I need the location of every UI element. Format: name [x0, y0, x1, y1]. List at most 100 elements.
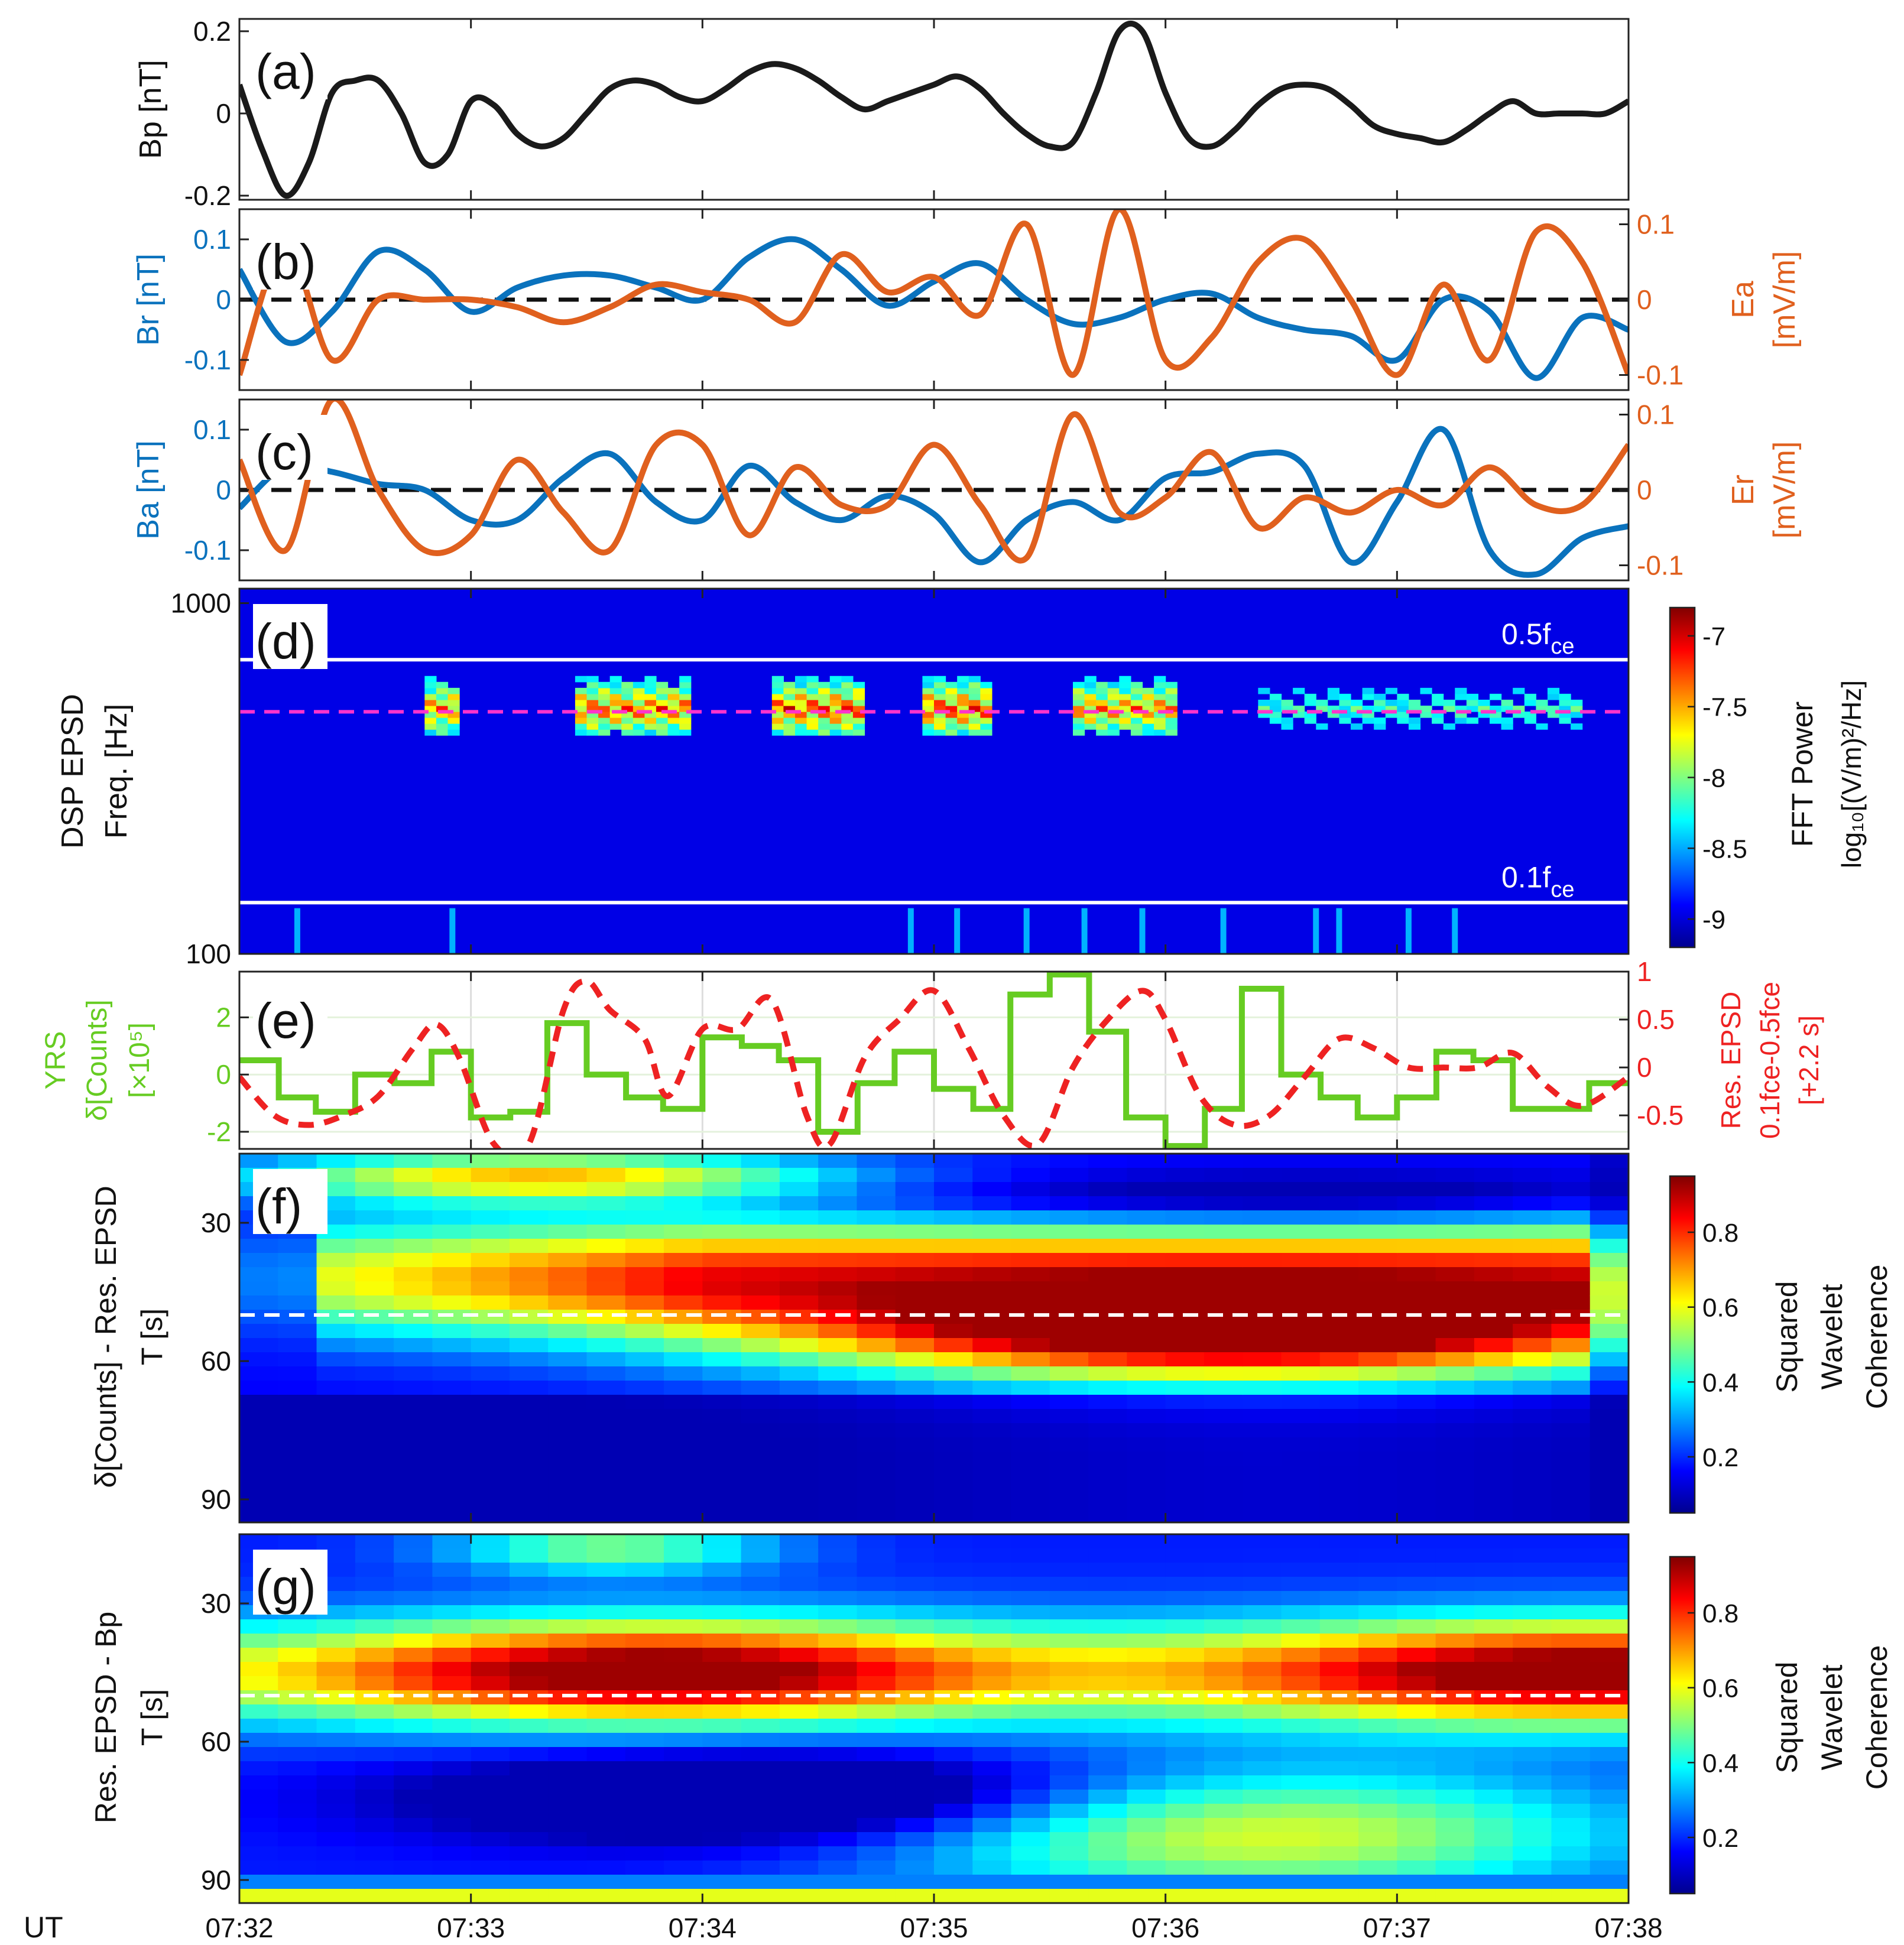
panel-g-colorbar-bar: [1669, 1556, 1696, 1895]
panel-g-cell: [1127, 1804, 1166, 1819]
panel-g-cell: [586, 1648, 626, 1662]
panel-g-cell: [1319, 1563, 1359, 1577]
panel-f-cell: [934, 1352, 974, 1367]
panel-f-cell: [432, 1281, 472, 1296]
panel-g-cell: [857, 1889, 896, 1903]
panel-g-cell: [779, 1889, 819, 1903]
panel-g-cell: [972, 1875, 1012, 1889]
panel-f-cell: [355, 1295, 394, 1310]
panel-e-plot: [239, 972, 1629, 1149]
panel-f-cell: [355, 1267, 394, 1282]
panel-f-cell: [741, 1437, 780, 1452]
panel-g-cell: [278, 1690, 317, 1705]
panel-f-cell: [471, 1466, 510, 1480]
panel-f-cell: [394, 1182, 433, 1197]
panel-g-cell: [278, 1619, 317, 1634]
panel-f-cell: [471, 1480, 510, 1495]
panel-f-cell: [394, 1253, 433, 1268]
panel-g-cell: [741, 1690, 780, 1705]
panel-f-cell: [779, 1437, 819, 1452]
panel-g-cell: [432, 1846, 472, 1861]
panel-d-impulse: [449, 908, 456, 954]
panel-g-cell: [1049, 1676, 1089, 1691]
panel-d-pixel: [1385, 687, 1397, 694]
panel-f-cell: [1281, 1267, 1321, 1282]
panel-f-cell: [278, 1366, 317, 1381]
panel-f-cell: [895, 1466, 935, 1480]
panel-d-pixel: [945, 717, 958, 724]
panel-g-cell: [394, 1846, 433, 1861]
panel-f-cell: [1127, 1324, 1166, 1339]
panel-g-cell: [1049, 1790, 1089, 1804]
panel-f-cell: [1281, 1452, 1321, 1466]
panel-f-cell: [1397, 1225, 1436, 1239]
panel-d-pixel: [771, 676, 784, 683]
panel-f-cell: [818, 1508, 858, 1522]
panel-g-cell: [857, 1548, 896, 1563]
panel-f-cell: [394, 1508, 433, 1522]
panel-f-colorbar-label-1: Squared: [1770, 1281, 1804, 1392]
panel-f-cell: [548, 1494, 588, 1509]
panel-f-cell: [702, 1267, 742, 1282]
panel-g-cell: [1319, 1577, 1359, 1592]
panel-d-pixel: [1559, 717, 1571, 724]
panel-g-cell: [779, 1775, 819, 1790]
panel-f-cell: [394, 1310, 433, 1324]
panel-g-cell: [895, 1563, 935, 1577]
panel-f-cell: [1127, 1480, 1166, 1495]
panel-f-cell: [1281, 1182, 1321, 1197]
panel-g-cell: [1551, 1563, 1591, 1577]
panel-g-cell: [1088, 1605, 1128, 1620]
panel-d-pixel: [447, 699, 460, 706]
panel-g-cell: [1088, 1662, 1128, 1677]
panel-g-cell: [1281, 1775, 1321, 1790]
panel-f-label-bg: [253, 1169, 327, 1234]
panel-d-pixel: [829, 687, 842, 694]
panel-f-cell: [664, 1352, 703, 1367]
panel-d-pixel: [922, 699, 935, 706]
panel-f-cell: [1358, 1466, 1398, 1480]
panel-g-cell: [857, 1775, 896, 1790]
panel-f-cell: [1590, 1466, 1629, 1480]
panel-f-cell: [1397, 1267, 1436, 1282]
panel-f-cell: [857, 1494, 896, 1509]
panel-g-cell: [1474, 1818, 1513, 1833]
panel-f-cell: [239, 1366, 279, 1381]
panel-d-pixel: [424, 693, 437, 700]
panel-f-cell: [471, 1338, 510, 1353]
panel-g-cell: [934, 1662, 974, 1677]
panel-g-cell: [1590, 1676, 1629, 1691]
panel-d-impulse: [907, 908, 914, 954]
panel-g-cell: [394, 1719, 433, 1733]
panel-g-cell: [779, 1648, 819, 1662]
panel-g-cell: [741, 1548, 780, 1563]
panel-g-cell: [355, 1832, 394, 1847]
panel-f-cell: [1474, 1182, 1513, 1197]
panel-f-cell: [1049, 1381, 1089, 1395]
panel-g-cell: [1590, 1775, 1629, 1790]
panel-d-pixel: [968, 705, 981, 712]
panel-g-cell: [857, 1875, 896, 1889]
panel-f-cell: [741, 1225, 780, 1239]
panel-g-cell: [1397, 1889, 1436, 1903]
panel-f-cell: [1204, 1253, 1244, 1268]
panel-g-cell: [625, 1860, 664, 1875]
panel-g-cell: [934, 1733, 974, 1748]
panel-g-cell: [432, 1662, 472, 1677]
panel-b-ylabel: Br [nT]: [131, 254, 166, 346]
panel-g-ylabel-1: Res. EPSD - Bp: [89, 1612, 122, 1823]
panel-g-cell: [934, 1818, 974, 1833]
panel-f-cell: [741, 1452, 780, 1466]
panel-f-cell: [857, 1196, 896, 1211]
panel-f-cell: [1397, 1196, 1436, 1211]
panel-f-cell: [1049, 1423, 1089, 1438]
panel-f-cell: [1204, 1267, 1244, 1282]
panel-g-cell: [1204, 1548, 1244, 1563]
panel-g-cell: [1397, 1860, 1436, 1875]
panel-g-cell: [1165, 1875, 1205, 1889]
panel-g-cell: [432, 1548, 472, 1563]
panel-d-pixel: [1432, 717, 1444, 724]
panel-d-pixel: [852, 681, 865, 689]
panel-f-cell: [702, 1395, 742, 1410]
panel-g-cell: [355, 1634, 394, 1648]
